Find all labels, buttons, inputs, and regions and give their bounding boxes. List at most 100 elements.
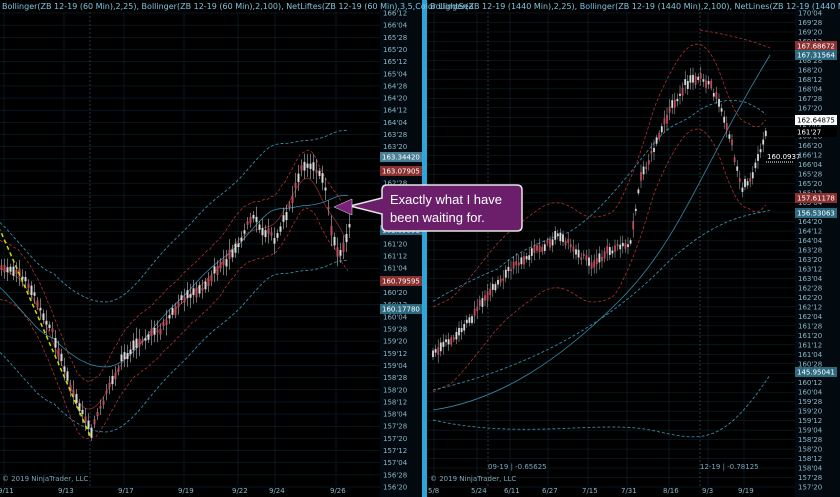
y-tick-label: 167'28 <box>798 95 822 103</box>
candle-body <box>150 328 153 337</box>
candle-body <box>165 320 168 325</box>
candle-body <box>601 256 603 262</box>
candle-body <box>96 411 99 417</box>
x-tick-label: 9/22 <box>232 487 248 495</box>
y-tick-label: 166'04 <box>383 22 408 30</box>
y-tick-label: 165'28 <box>798 171 822 179</box>
candle-body <box>510 269 512 272</box>
y-tick-label: 164'04 <box>798 237 823 245</box>
candle-body <box>697 76 700 80</box>
candle-body <box>463 324 466 331</box>
candle-body <box>658 132 661 139</box>
candle-body <box>105 391 108 394</box>
price-label: 156.53063 <box>797 210 835 218</box>
callout[interactable]: Exactly what I have been waiting for. <box>333 184 523 232</box>
candle-body <box>66 371 69 381</box>
candle-body <box>0 265 3 270</box>
y-tick-label: 160'04 <box>383 313 408 321</box>
candle-body <box>201 287 204 291</box>
candle-body <box>655 137 658 144</box>
candle-body <box>24 277 27 282</box>
candle-body <box>300 165 303 171</box>
candle-body <box>491 283 494 290</box>
y-tick-label: 163'12 <box>798 265 822 273</box>
candle-body <box>219 262 222 269</box>
x-tick-label: 7/31 <box>621 487 637 495</box>
right-chart-panel[interactable] <box>427 0 795 497</box>
candle-body <box>507 266 510 272</box>
candle-body <box>324 187 327 191</box>
y-tick-label: 162'20 <box>798 294 822 302</box>
y-tick-label: 165'28 <box>383 34 407 42</box>
y-tick-label: 166'04 <box>798 161 823 169</box>
trendline[interactable] <box>0 229 91 437</box>
panel-divider[interactable] <box>422 0 427 497</box>
candle-body <box>144 338 147 341</box>
y-tick-label: 167'20 <box>798 104 822 112</box>
y-tick-label: 158'04 <box>798 465 823 473</box>
candle-body <box>637 189 640 194</box>
candle-body <box>327 207 330 210</box>
candle-body <box>261 228 264 236</box>
candle-body <box>577 249 580 258</box>
candle-body <box>481 298 484 307</box>
y-tick-label: 159'12 <box>383 350 407 358</box>
candle-body <box>15 270 18 274</box>
candle-body <box>204 281 207 290</box>
candle-body <box>611 250 614 254</box>
candle-body <box>288 204 291 208</box>
candle-body <box>567 238 570 243</box>
candle-body <box>303 161 306 171</box>
candle-body <box>559 232 562 242</box>
right-bollinger-bands <box>432 29 771 438</box>
candle-body <box>168 315 171 319</box>
y-tick-label: 163'20 <box>798 256 822 264</box>
candle-body <box>699 73 702 79</box>
candle-body <box>681 87 684 96</box>
x-tick-label: 9/19 <box>178 487 194 495</box>
candle-body <box>282 215 285 222</box>
candle-body <box>3 265 6 273</box>
candle-body <box>525 256 528 260</box>
candle-body <box>676 98 679 102</box>
right-axis-strip <box>795 0 840 497</box>
candle-body <box>749 178 752 182</box>
candle-body <box>536 245 538 251</box>
candle-body <box>702 79 705 82</box>
candle-body <box>671 100 674 108</box>
candle-body <box>174 305 177 316</box>
candle-body <box>733 157 736 163</box>
candle-body <box>213 266 216 274</box>
candle-body <box>93 419 96 425</box>
left-chart-header: Bollinger(ZB 12-19 (60 Min),2,25), Bolli… <box>2 2 474 11</box>
candle-body <box>264 230 267 238</box>
candle-body <box>442 341 445 347</box>
y-tick-label: 164'28 <box>383 82 407 90</box>
candle-body <box>489 288 492 296</box>
y-tick-label: 158'28 <box>798 436 822 444</box>
right-mid-100 <box>432 99 767 302</box>
y-tick-label: 164'20 <box>383 95 407 103</box>
candle-body <box>108 383 111 388</box>
callout-line-1: Exactly what I have <box>390 192 502 207</box>
left-chart-panel[interactable] <box>0 0 380 497</box>
candle-body <box>624 243 627 249</box>
candle-body <box>72 390 75 395</box>
candle-body <box>520 257 523 265</box>
y-tick-label: 157'28 <box>383 423 407 431</box>
candle-body <box>240 237 243 242</box>
candle-body <box>715 91 718 99</box>
right-y-axis-ticks: 170'04169'28169'20169'12169'04168'28168'… <box>798 10 823 492</box>
y-tick-label: 168'28 <box>798 57 822 65</box>
x-tick-label: 9/3 <box>702 487 713 495</box>
y-tick-label: 165'04 <box>798 199 823 207</box>
price-label-box <box>795 193 837 203</box>
candle-body <box>554 230 557 240</box>
candle-body <box>9 266 12 272</box>
candle-body <box>549 238 551 248</box>
price-label-box <box>380 166 422 176</box>
candle-body <box>291 195 294 204</box>
left-copyright: © 2019 NinjaTrader, LLC <box>2 475 88 483</box>
right-upper-band-100 <box>432 54 771 411</box>
candle-body <box>627 244 629 248</box>
